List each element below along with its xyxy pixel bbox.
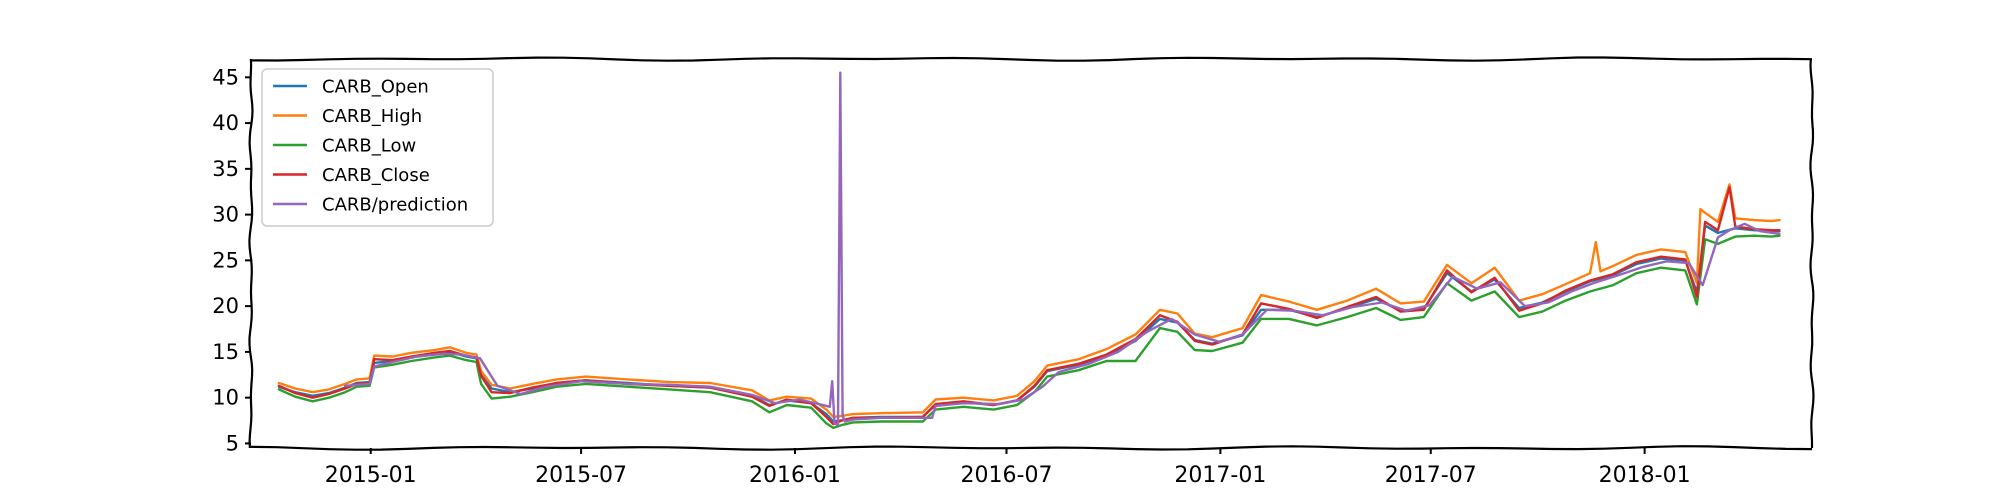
x-tick-label: 2017-01 [1174,463,1266,488]
legend-label-carb-open: CARB_Open [322,77,429,98]
legend: CARB_Open CARB_High CARB_Low CARB_Close CARB… [261,68,494,227]
frame-left [248,58,254,449]
frame-right [1809,58,1815,448]
series-line-carb-low [277,234,1781,430]
y-tick-label: 40 [212,111,239,135]
x-tick-label: 2017-07 [1385,463,1477,488]
frame-top [250,56,1813,62]
plot-area [277,71,1781,430]
series-line-carb-prediction [343,71,1781,427]
legend-label-carb-close: CARB_Close [322,165,430,186]
x-tick-label: 2015-07 [535,463,627,488]
legend-label-carb-prediction: CARB/prediction [322,195,468,216]
legend-box [261,68,494,227]
x-tick-label: 2016-07 [961,463,1053,488]
y-tick-label: 35 [212,157,239,181]
x-axis: 2015-01 2015-07 2016-01 2016-07 2017-01 2017-… [325,448,1691,488]
y-tick-label: 45 [212,65,239,89]
axes-frame [248,56,1815,451]
y-axis: 5 10 15 20 25 30 35 40 45 [212,65,251,455]
legend-label-carb-high: CARB_High [322,106,422,127]
frame-bottom [250,445,1813,451]
y-tick-label: 25 [212,248,239,272]
series-line-carb-high [277,183,1781,419]
y-tick-label: 20 [212,294,239,318]
x-tick-label: 2016-01 [749,463,841,488]
x-tick-label: 2015-01 [325,463,417,488]
y-tick-label: 15 [212,340,239,364]
y-tick-label: 30 [212,203,239,227]
legend-label-carb-low: CARB_Low [322,136,416,157]
x-tick-label: 2018-01 [1599,463,1691,488]
y-tick-label: 10 [212,386,239,410]
y-tick-label: 5 [226,431,239,455]
